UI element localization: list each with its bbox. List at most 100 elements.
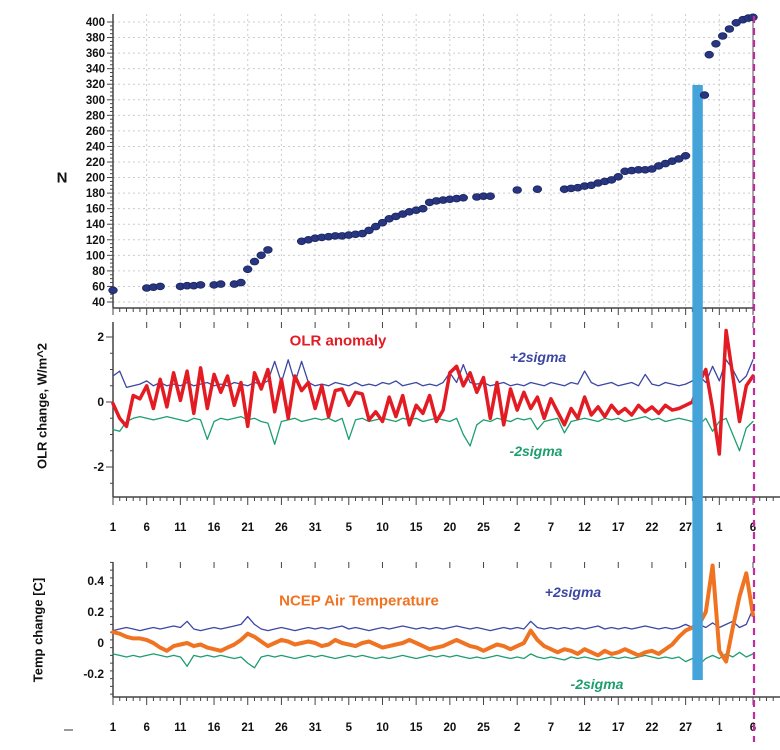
scatter-dot (236, 278, 246, 287)
top-y-tick-label: 340 (86, 64, 105, 76)
top-y-tick-label: 260 (86, 126, 105, 138)
x-tick-label: 12 (578, 722, 591, 734)
x-tick-label: 16 (208, 722, 221, 734)
olr-minus2sigma-label: -2sigma (509, 443, 563, 459)
x-tick-label: 31 (309, 722, 322, 734)
x-tick-label: 20 (443, 722, 456, 734)
series-sigma_blue (112, 359, 754, 389)
x-tick-label: 27 (679, 522, 692, 534)
series-sigma_green (112, 651, 754, 669)
top-panel: 40 60 80 100 120 140 160 180 200 220 240 260 280 300 3… (86, 14, 754, 315)
x-tick-label: 1 (716, 522, 723, 534)
event-highlight-bar (692, 85, 703, 680)
temp-plus2sigma-label: +2sigma (544, 584, 602, 600)
stray-mark (64, 729, 73, 731)
y-tick-label: 0 (97, 636, 104, 650)
x-tick-label: 11 (174, 522, 187, 534)
x-tick-label: 10 (376, 722, 389, 734)
x-tick-label: 22 (646, 522, 659, 534)
scatter-dot (699, 91, 710, 99)
line-panel: 20-21 6 11 16 21 26 31 5 10 15 20 25 2 7 12 17 22 27 1 6 (93, 322, 780, 534)
x-tick-label: 22 (646, 722, 659, 734)
scatter-dot (680, 152, 691, 160)
scatter-dot (718, 32, 728, 40)
scatter-dot (216, 280, 226, 288)
scatter-dot (155, 282, 165, 291)
top-y-tick-label: 60 (92, 281, 105, 293)
top-y-tick-label: 220 (86, 157, 105, 169)
scatter-dot (458, 194, 469, 202)
scatter-dot (711, 39, 721, 48)
y-tick-label: 0.2 (87, 605, 104, 619)
x-tick-label: 17 (612, 522, 625, 534)
scatter-dot (263, 246, 273, 254)
scatter-dot (256, 251, 266, 260)
series-red (111, 328, 755, 456)
x-tick-label: 27 (679, 722, 692, 734)
series-sigma_blue (112, 608, 754, 632)
scatter-dot (613, 173, 624, 181)
scatter-dot (195, 281, 206, 289)
x-tick-label: 5 (346, 722, 353, 734)
top-y-tick-label: 80 (92, 266, 105, 278)
x-tick-label: 26 (275, 722, 288, 734)
y-tick-label: 2 (97, 330, 104, 344)
x-tick-label: 6 (750, 522, 756, 534)
y-tick-label: 0.4 (87, 574, 104, 588)
scatter-points (108, 13, 758, 295)
scatter-dot (532, 185, 543, 194)
x-tick-label: 21 (241, 722, 254, 734)
x-tick-label: 15 (410, 522, 423, 534)
x-tick-label: 20 (443, 522, 456, 534)
top-y-tick-label: 380 (86, 33, 105, 45)
x-tick-label: 16 (208, 522, 221, 534)
scatter-dot (704, 50, 714, 59)
top-panel-y-axis-title: N (56, 169, 68, 187)
x-tick-label: 15 (410, 722, 423, 734)
x-tick-label: 31 (309, 522, 322, 534)
olr-plus2sigma-label: +2sigma (509, 349, 567, 365)
x-tick-label: 6 (143, 722, 149, 734)
x-tick-label: 7 (548, 722, 554, 734)
scatter-dot (371, 222, 381, 231)
x-tick-label: 2 (514, 522, 520, 534)
top-y-tick-label: 320 (86, 79, 105, 91)
x-tick-label: 17 (612, 722, 625, 734)
olr-y-axis-title: OLR change, W/m^2 (34, 342, 50, 470)
scatter-dot (512, 186, 522, 194)
scatter-dot (242, 265, 253, 274)
olr-panel-title: OLR anomaly (289, 332, 387, 350)
scatter-dot (377, 218, 388, 227)
scatter-dot (485, 192, 496, 201)
x-tick-label: 6 (143, 522, 149, 534)
temp-minus2sigma-label: -2sigma (570, 676, 624, 692)
top-y-tick-label: 100 (86, 250, 105, 262)
x-tick-label: 1 (110, 522, 117, 534)
x-tick-label: 25 (477, 722, 490, 734)
top-y-tick-label: 360 (86, 48, 105, 60)
x-tick-label: 10 (376, 522, 389, 534)
scatter-dot (724, 25, 735, 33)
x-tick-label: 12 (578, 522, 591, 534)
x-tick-label: 1 (110, 722, 117, 734)
x-tick-label: 25 (477, 522, 490, 534)
top-y-tick-label: 280 (86, 110, 105, 122)
top-y-tick-label: 240 (86, 141, 105, 153)
x-tick-label: 2 (514, 722, 520, 734)
top-y-tick-label: 400 (86, 17, 105, 29)
top-y-tick-label: 160 (86, 204, 105, 216)
top-y-tick-label: 300 (86, 95, 105, 107)
scatter-dot (418, 204, 428, 213)
scatter-dot (108, 286, 118, 295)
x-tick-label: 7 (548, 522, 554, 534)
line-panel: 0.40.20-0.21 6 11 16 21 26 31 5 10 15 20 25 2 7 12 17 22… (83, 561, 780, 734)
temp-panel-title: NCEP Air Temperature (279, 592, 439, 610)
x-tick-label: 5 (346, 522, 353, 534)
x-tick-label: 11 (174, 722, 187, 734)
y-tick-label: -2 (93, 460, 104, 474)
top-y-tick-label: 200 (86, 173, 105, 185)
top-y-tick-label: 40 (92, 297, 105, 309)
x-tick-label: 26 (275, 522, 288, 534)
